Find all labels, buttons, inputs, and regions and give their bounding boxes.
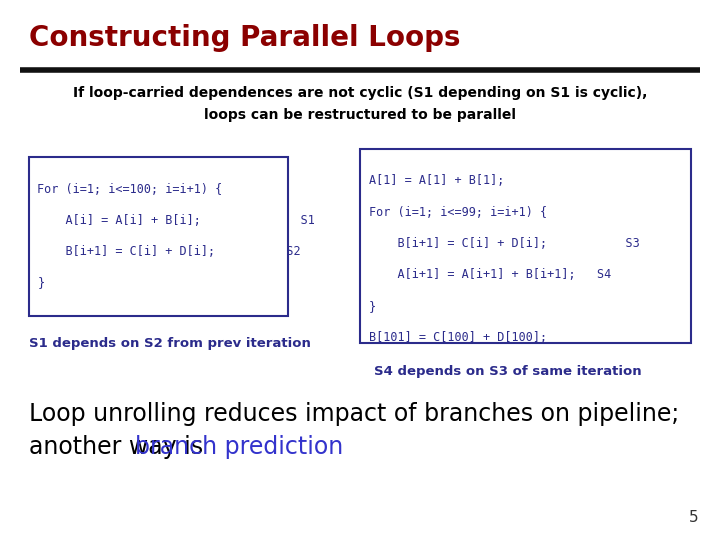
FancyBboxPatch shape [360,148,691,343]
Text: S1 depends on S2 from prev iteration: S1 depends on S2 from prev iteration [29,338,310,350]
Text: loops can be restructured to be parallel: loops can be restructured to be parallel [204,108,516,122]
FancyBboxPatch shape [29,157,288,316]
Text: }: } [37,276,45,289]
Text: }: } [369,300,376,313]
Text: 5: 5 [689,510,698,525]
Text: S4 depends on S3 of same iteration: S4 depends on S3 of same iteration [374,364,642,377]
Text: A[1] = A[1] + B[1];: A[1] = A[1] + B[1]; [369,174,504,187]
Text: A[i] = A[i] + B[i];              S1: A[i] = A[i] + B[i]; S1 [37,214,315,227]
Text: Loop unrolling reduces impact of branches on pipeline;: Loop unrolling reduces impact of branche… [29,402,679,426]
Text: For (i=1; i<=99; i=i+1) {: For (i=1; i<=99; i=i+1) { [369,206,546,219]
Text: For (i=1; i<=100; i=i+1) {: For (i=1; i<=100; i=i+1) { [37,183,222,195]
Text: If loop-carried dependences are not cyclic (S1 depending on S1 is cyclic),: If loop-carried dependences are not cycl… [73,86,647,100]
Text: Constructing Parallel Loops: Constructing Parallel Loops [29,24,460,52]
Text: B[i+1] = C[i] + D[i];           S3: B[i+1] = C[i] + D[i]; S3 [369,237,639,250]
Text: B[i+1] = C[i] + D[i];          S2: B[i+1] = C[i] + D[i]; S2 [37,245,301,258]
Text: A[i+1] = A[i+1] + B[i+1];   S4: A[i+1] = A[i+1] + B[i+1]; S4 [369,268,611,281]
Text: branch prediction: branch prediction [135,435,343,458]
Text: another way is: another way is [29,435,210,458]
Text: B[101] = C[100] + D[100];: B[101] = C[100] + D[100]; [369,331,546,344]
